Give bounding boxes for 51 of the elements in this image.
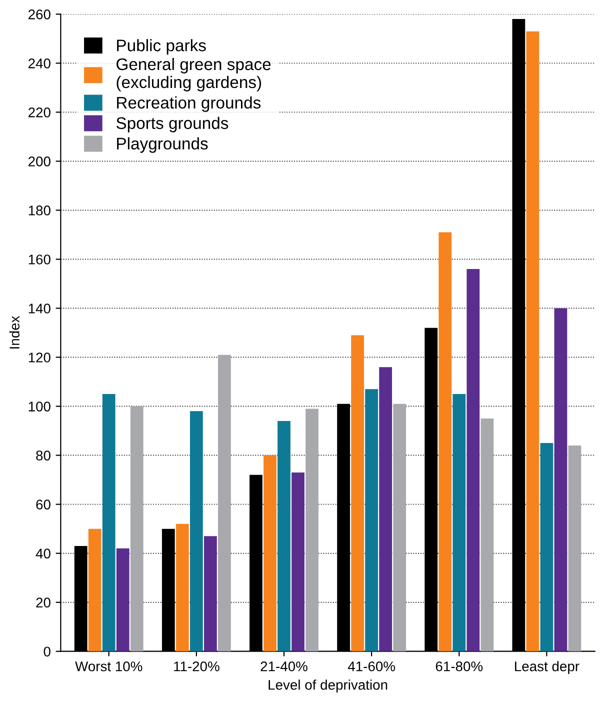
legend-label: Sports grounds xyxy=(116,116,228,132)
x-tick-label: 11-20% xyxy=(174,661,220,672)
bar xyxy=(393,404,406,652)
bar xyxy=(306,408,318,652)
bar xyxy=(204,536,217,652)
bar xyxy=(176,524,189,652)
x-axis-title: Level of deprivation xyxy=(268,680,388,693)
y-tick-label: 60 xyxy=(36,500,50,510)
bar xyxy=(466,269,480,652)
x-tick-label: 21-40% xyxy=(260,661,308,672)
y-tick-label: 140 xyxy=(28,304,50,314)
y-tick-label: 120 xyxy=(28,352,50,362)
bar xyxy=(190,411,203,652)
y-tick-label: 100 xyxy=(28,402,50,412)
y-tick-label: 40 xyxy=(36,548,50,558)
y-tick-label: 260 xyxy=(28,9,50,20)
bar xyxy=(218,354,231,652)
legend-label: General green space (excluding gardens) xyxy=(116,58,271,92)
bar xyxy=(102,394,116,652)
x-tick-label: Worst 10% xyxy=(75,661,142,672)
y-tick-label: 80 xyxy=(36,450,50,460)
bar xyxy=(480,418,494,652)
legend-label: Public parks xyxy=(117,39,206,55)
bar xyxy=(568,445,582,652)
y-tick-label: 240 xyxy=(28,58,50,68)
bar xyxy=(554,308,568,652)
y-tick-label: 220 xyxy=(28,108,50,118)
legend-label: Playgrounds xyxy=(117,137,208,153)
bar xyxy=(116,548,130,652)
x-tick-label: 41-60% xyxy=(348,661,396,672)
x-tick-label: Least depr xyxy=(515,661,580,674)
bar xyxy=(351,335,364,652)
bar xyxy=(278,420,290,652)
bar xyxy=(438,232,452,652)
bar xyxy=(365,389,378,652)
bar xyxy=(88,528,102,652)
y-tick-label: 20 xyxy=(36,598,50,608)
x-tick-label: 61-80% xyxy=(436,661,483,672)
bar xyxy=(452,394,466,652)
y-tick-label: 160 xyxy=(28,254,50,264)
bar xyxy=(526,31,540,652)
legend-label: Recreation grounds xyxy=(117,96,261,112)
y-tick-label: 0 xyxy=(44,646,50,657)
bar xyxy=(379,367,392,652)
bar xyxy=(292,472,304,652)
bar xyxy=(540,443,554,652)
y-tick-label: 180 xyxy=(28,206,50,216)
bar xyxy=(264,455,276,652)
bar xyxy=(130,406,144,652)
y-tick-label: 200 xyxy=(28,156,50,166)
y-axis-title: Index xyxy=(9,316,20,348)
